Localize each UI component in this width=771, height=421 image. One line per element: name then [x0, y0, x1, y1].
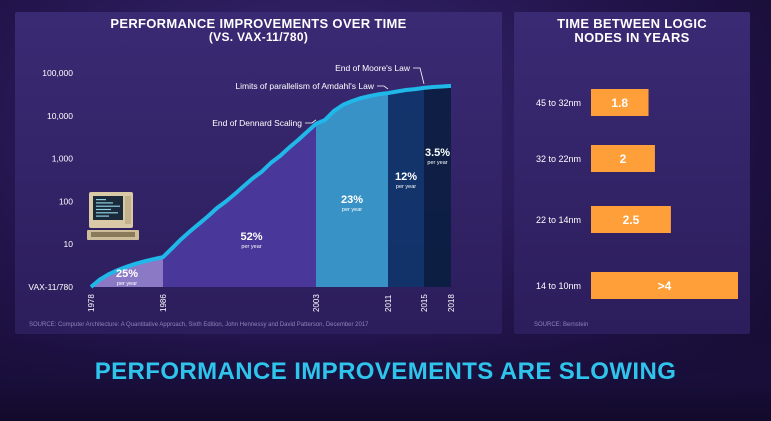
x-tick-label: 2015 — [420, 294, 429, 312]
slide-headline: PERFORMANCE IMPROVEMENTS ARE SLOWING — [94, 358, 677, 385]
bar-value-label: 2.5 — [623, 213, 640, 227]
region-area-2011 — [388, 87, 424, 288]
left-chart-source: SOURCE: Computer Architecture: A Quantit… — [29, 322, 369, 328]
bar-1 — [591, 89, 649, 116]
logic-nodes-bar-chart: 45 to 32nm 1.8 32 to 22nm 2 22 to 14nm 2.5 14 … — [536, 89, 738, 299]
right-chart-source: SOURCE: Bernstein — [534, 322, 589, 328]
x-tick-label: 2003 — [312, 294, 321, 312]
bar-category-label: 22 to 14nm — [536, 215, 581, 225]
bottom-glow — [0, 336, 771, 421]
terminal-keys — [91, 232, 135, 237]
screen-line — [96, 202, 113, 204]
y-tick-label: 100 — [59, 196, 73, 206]
terminal-side — [125, 196, 131, 224]
y-tick-label: 10 — [64, 239, 74, 249]
region-rate-label: 25% — [116, 268, 138, 280]
bar-category-label: 32 to 22nm — [536, 154, 581, 164]
screen-line — [96, 215, 109, 217]
y-tick-label: 100,000 — [42, 68, 73, 78]
y-tick-label: VAX-11/780 — [28, 282, 73, 292]
performance-chart-panel: PERFORMANCE IMPROVEMENTS OVER TIME (VS. … — [15, 12, 502, 334]
left-chart-subtitle: (VS. VAX-11/780) — [208, 30, 309, 44]
screen-line — [96, 199, 106, 201]
bar-3 — [591, 206, 671, 233]
left-chart-title: PERFORMANCE IMPROVEMENTS OVER TIME — [110, 16, 407, 31]
screen-line — [96, 205, 120, 207]
right-chart-subtitle: NODES IN YEARS — [574, 30, 690, 45]
x-tick-label: 1978 — [87, 294, 96, 312]
bar-category-label: 14 to 10nm — [536, 281, 581, 291]
bar-value-label: >4 — [658, 279, 672, 293]
annotation-pointer — [413, 67, 425, 84]
x-tick-label: 2011 — [384, 294, 393, 312]
annotation-text: End of Moore's Law — [335, 63, 411, 73]
bar-value-label: 2 — [620, 152, 627, 166]
region-rate-sublabel: per year — [241, 244, 261, 250]
region-area-1986 — [163, 123, 316, 287]
performance-line-chart: VAX-11/780 10 100 1,000 10,000 100,000 1978 198… — [28, 63, 456, 312]
region-area-2015 — [424, 85, 451, 287]
bar-2 — [591, 145, 655, 172]
y-tick-label: 1,000 — [52, 154, 74, 164]
y-tick-label: 10,000 — [47, 111, 73, 121]
logic-nodes-chart-panel: TIME BETWEEN LOGIC NODES IN YEARS 45 to … — [514, 12, 750, 334]
region-rate-sublabel: per year — [427, 160, 447, 166]
region-rate-label: 12% — [395, 171, 417, 183]
region-area-2003 — [316, 93, 388, 287]
region-rate-sublabel: per year — [396, 184, 416, 190]
region-area-1978 — [91, 257, 163, 287]
bar-4 — [591, 272, 738, 299]
x-tick-label: 1986 — [159, 294, 168, 312]
screen-line — [96, 212, 118, 214]
annotation-pointer — [377, 85, 389, 90]
bar-value-label: 1.8 — [611, 96, 628, 110]
right-chart-title: TIME BETWEEN LOGIC — [557, 16, 707, 31]
region-rate-sublabel: per year — [117, 281, 137, 287]
performance-line — [89, 83, 452, 289]
annotation-text: End of Dennard Scaling — [212, 118, 302, 128]
computer-terminal-icon — [87, 192, 139, 240]
region-rate-sublabel: per year — [342, 207, 362, 213]
annotation-text: Limits of parallelism of Amdahl's Law — [235, 81, 374, 91]
bar-category-label: 45 to 32nm — [536, 98, 581, 108]
region-rate-label: 52% — [240, 231, 262, 243]
region-rate-label: 3.5% — [425, 147, 450, 159]
x-tick-label: 2018 — [447, 294, 456, 312]
region-rate-label: 23% — [341, 194, 363, 206]
chart-regions — [91, 85, 451, 288]
screen-line — [96, 208, 111, 211]
annotation-pointer — [305, 119, 317, 124]
